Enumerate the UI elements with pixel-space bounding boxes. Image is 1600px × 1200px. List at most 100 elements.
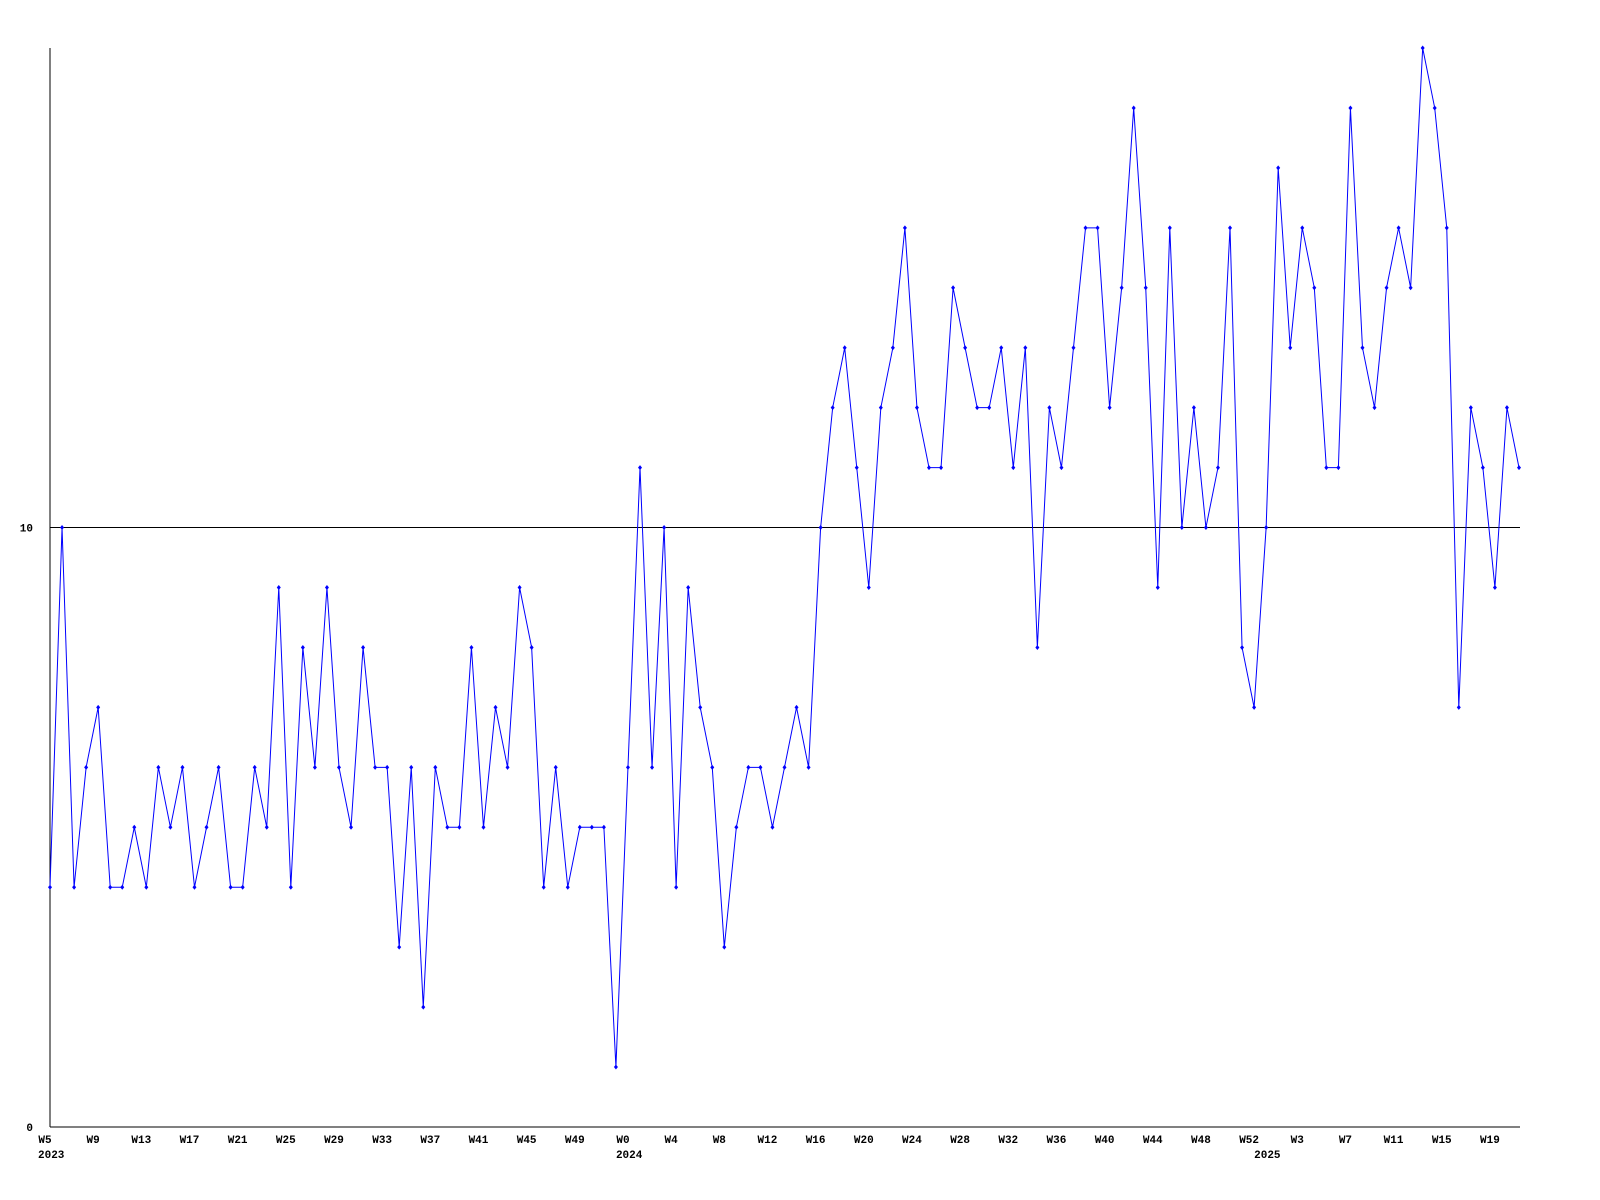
x-tick-label: W45 bbox=[517, 1135, 537, 1147]
x-tick-label: W8 bbox=[713, 1135, 727, 1147]
x-tick-label: W7 bbox=[1339, 1135, 1352, 1147]
data-point bbox=[842, 345, 847, 351]
data-point bbox=[180, 764, 185, 770]
x-tick-label: W40 bbox=[1095, 1135, 1115, 1147]
data-point bbox=[1047, 405, 1052, 411]
x-tick-label: W20 bbox=[854, 1135, 874, 1147]
data-point bbox=[758, 764, 763, 770]
data-point bbox=[734, 824, 739, 830]
data-point bbox=[722, 944, 727, 950]
data-point bbox=[96, 704, 101, 710]
data-point bbox=[818, 525, 823, 531]
data-point bbox=[1276, 165, 1281, 171]
x-tick-label: W21 bbox=[228, 1135, 248, 1147]
x-tick-label: W32 bbox=[998, 1135, 1018, 1147]
data-point bbox=[613, 1064, 618, 1070]
data-point bbox=[686, 585, 691, 590]
data-point bbox=[1215, 465, 1220, 471]
data-point bbox=[674, 884, 679, 890]
data-point bbox=[939, 465, 944, 471]
data-point bbox=[156, 764, 161, 770]
data-point bbox=[1264, 525, 1269, 531]
data-point bbox=[999, 345, 1004, 351]
data-point bbox=[300, 644, 305, 650]
data-point bbox=[397, 944, 402, 950]
data-point bbox=[445, 824, 450, 830]
data-point bbox=[1083, 225, 1088, 231]
data-point bbox=[1504, 405, 1509, 411]
data-point bbox=[1071, 345, 1076, 351]
x-tick-label: W36 bbox=[1047, 1135, 1067, 1147]
data-point bbox=[1179, 525, 1184, 531]
data-point bbox=[72, 884, 77, 890]
y-tick-label: 0 bbox=[26, 1123, 33, 1135]
data-point bbox=[1252, 704, 1257, 710]
data-point bbox=[1288, 345, 1293, 351]
data-point bbox=[1011, 465, 1016, 471]
data-point bbox=[975, 405, 980, 411]
data-point bbox=[1155, 585, 1160, 590]
data-point bbox=[1095, 225, 1100, 231]
x-tick-label: W29 bbox=[324, 1135, 344, 1147]
data-point bbox=[493, 704, 498, 710]
data-point bbox=[385, 764, 390, 770]
data-point bbox=[1372, 405, 1377, 411]
data-point bbox=[963, 345, 968, 351]
x-tick-label: W41 bbox=[469, 1135, 489, 1147]
x-year-label: 2023 bbox=[38, 1150, 65, 1162]
data-point bbox=[589, 824, 594, 830]
data-point bbox=[1468, 405, 1473, 411]
data-point bbox=[48, 884, 52, 890]
data-point bbox=[1203, 525, 1208, 531]
data-point bbox=[987, 405, 992, 411]
x-tick-label: W49 bbox=[565, 1135, 585, 1147]
x-tick-label: W13 bbox=[131, 1135, 151, 1147]
data-point bbox=[541, 884, 546, 890]
data-point bbox=[120, 884, 125, 890]
data-point bbox=[806, 764, 811, 770]
x-year-label: 2025 bbox=[1254, 1150, 1281, 1162]
data-point bbox=[324, 585, 329, 590]
data-point bbox=[1456, 704, 1461, 710]
data-point bbox=[601, 824, 606, 830]
data-point bbox=[866, 585, 871, 590]
x-tick-label: W28 bbox=[950, 1135, 970, 1147]
data-point bbox=[1348, 105, 1353, 111]
data-point bbox=[349, 824, 354, 830]
data-point bbox=[1312, 285, 1317, 291]
data-point bbox=[830, 405, 835, 411]
data-point bbox=[216, 764, 221, 770]
x-tick-label: W48 bbox=[1191, 1135, 1211, 1147]
data-point bbox=[1444, 225, 1449, 231]
data-point bbox=[1336, 465, 1341, 471]
data-point bbox=[529, 644, 534, 650]
data-point bbox=[553, 764, 558, 770]
data-point bbox=[1143, 285, 1148, 291]
data-point bbox=[902, 225, 907, 231]
data-point bbox=[951, 285, 956, 291]
x-tick-label: W3 bbox=[1291, 1135, 1305, 1147]
data-point bbox=[854, 465, 859, 471]
data-line bbox=[49, 47, 1520, 1068]
data-point bbox=[926, 465, 931, 471]
data-point bbox=[409, 764, 414, 770]
x-tick-label: W37 bbox=[420, 1135, 440, 1147]
data-point bbox=[662, 525, 667, 531]
data-point bbox=[746, 764, 751, 770]
data-point bbox=[264, 824, 269, 830]
data-point bbox=[276, 585, 281, 590]
data-point bbox=[168, 824, 173, 830]
data-point bbox=[204, 824, 209, 830]
data-point bbox=[60, 525, 65, 531]
data-point bbox=[1396, 225, 1401, 231]
x-tick-label: W12 bbox=[758, 1135, 778, 1147]
data-point bbox=[1023, 345, 1028, 351]
x-tick-label: W24 bbox=[902, 1135, 922, 1147]
x-tick-label: W19 bbox=[1480, 1135, 1500, 1147]
data-point bbox=[1228, 225, 1233, 231]
data-point bbox=[252, 764, 257, 770]
data-point bbox=[457, 824, 462, 830]
x-tick-label: W17 bbox=[180, 1135, 200, 1147]
data-point bbox=[625, 764, 630, 770]
